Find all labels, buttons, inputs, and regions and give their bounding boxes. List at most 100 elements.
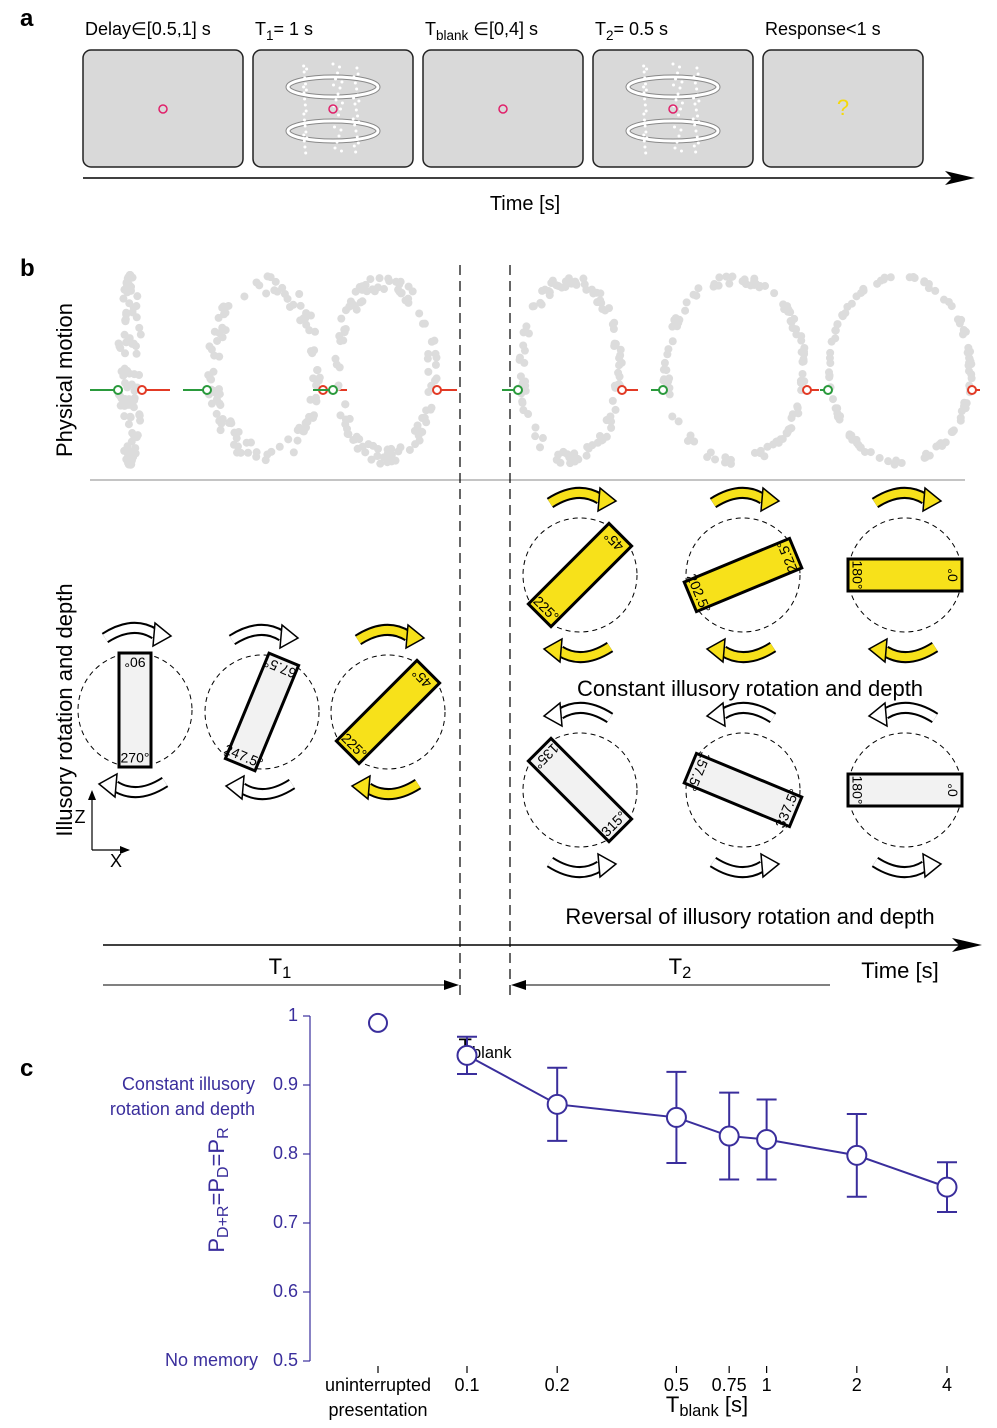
y-axis-label: PD+R=PD=PR: [204, 1127, 232, 1252]
dot: [612, 406, 620, 414]
dot: [798, 348, 806, 356]
dot: [308, 349, 316, 357]
arrowhead: [99, 774, 117, 797]
dot: [122, 455, 130, 463]
x-tick-label: 4: [942, 1375, 952, 1395]
dot: [304, 152, 307, 155]
dot: [645, 89, 648, 92]
arrowhead: [226, 776, 244, 799]
dot: [669, 337, 677, 345]
dot: [536, 443, 544, 451]
dot: [332, 63, 335, 66]
dot: [351, 139, 354, 142]
dot: [642, 65, 645, 68]
dot: [352, 76, 355, 79]
marker: [114, 386, 122, 394]
dot: [579, 275, 587, 283]
screen-label: Response<1 s: [765, 19, 881, 39]
dot: [382, 453, 390, 461]
screen: [423, 50, 583, 167]
dot: [798, 358, 806, 366]
dot: [589, 289, 597, 297]
dot: [681, 307, 689, 315]
dot: [357, 142, 360, 145]
dot: [797, 379, 805, 387]
rect-group: 0° 180°: [848, 559, 962, 591]
dot: [673, 126, 676, 129]
dot: [605, 304, 613, 312]
dot: [644, 125, 647, 128]
dot: [645, 137, 648, 140]
arrowhead: [444, 980, 459, 990]
dot: [694, 130, 697, 133]
dot: [727, 456, 735, 464]
dot: [549, 277, 557, 285]
dot: [967, 360, 975, 368]
dot: [696, 115, 699, 118]
dot: [691, 139, 694, 142]
dot: [695, 67, 698, 70]
condition-label: Reversal of illusory rotation and depth: [565, 904, 934, 929]
dot: [356, 136, 359, 139]
dot: [135, 410, 143, 418]
text-part: Constant illusory: [122, 1074, 255, 1094]
rect-group: 67.5°247.5°: [221, 652, 302, 773]
arrowhead: [544, 703, 562, 726]
dot: [643, 77, 646, 80]
text-part: ∈[0,4] s: [468, 19, 538, 39]
dot: [770, 289, 778, 297]
dot: [338, 87, 341, 90]
dot: [799, 370, 807, 378]
dot: [694, 82, 697, 85]
dot: [860, 287, 868, 295]
dot: [217, 420, 225, 428]
dot: [314, 366, 322, 374]
dot: [964, 344, 972, 352]
dot: [126, 271, 134, 279]
axis-letter: X: [110, 851, 122, 871]
dot: [693, 145, 696, 148]
arrowhead: [869, 703, 887, 726]
dot: [374, 445, 382, 453]
marker: [138, 386, 146, 394]
dot: [354, 151, 357, 154]
dot: [342, 306, 350, 314]
screen-label: T1= 1 s: [255, 19, 313, 43]
y-tick-label: 0.9: [273, 1074, 298, 1094]
x-tick-label: 0.1: [454, 1375, 479, 1395]
dot: [340, 81, 343, 84]
dot: [340, 150, 343, 153]
subscript: blank: [679, 1402, 719, 1420]
dot: [968, 374, 976, 382]
dot: [692, 118, 695, 121]
series-line: [467, 1055, 947, 1187]
dot: [948, 428, 956, 436]
dot: [419, 320, 427, 328]
dot: [880, 276, 888, 284]
dot: [336, 141, 339, 144]
dot: [937, 439, 945, 447]
dot: [428, 404, 436, 412]
dot: [243, 439, 251, 447]
dot: [284, 435, 292, 443]
dot: [353, 103, 356, 106]
angle-label: 0°: [945, 568, 961, 581]
dot: [672, 84, 675, 87]
dot: [392, 457, 400, 465]
dot: [728, 273, 736, 281]
dot: [418, 414, 426, 422]
angle-label: 180°: [849, 561, 865, 590]
dot: [884, 457, 892, 465]
dot: [679, 129, 682, 132]
x-tick-label: 0.2: [545, 1375, 570, 1395]
dot: [334, 78, 337, 81]
dot: [281, 290, 289, 298]
dot: [663, 350, 671, 358]
subscript: 1: [282, 964, 291, 982]
dot: [843, 303, 851, 311]
x-tick-label: uninterrupted: [325, 1375, 431, 1395]
marker: [514, 386, 522, 394]
text-part: Constant illusory rotation and depth: [577, 676, 923, 701]
dot: [567, 452, 575, 460]
arrowhead: [923, 854, 941, 877]
